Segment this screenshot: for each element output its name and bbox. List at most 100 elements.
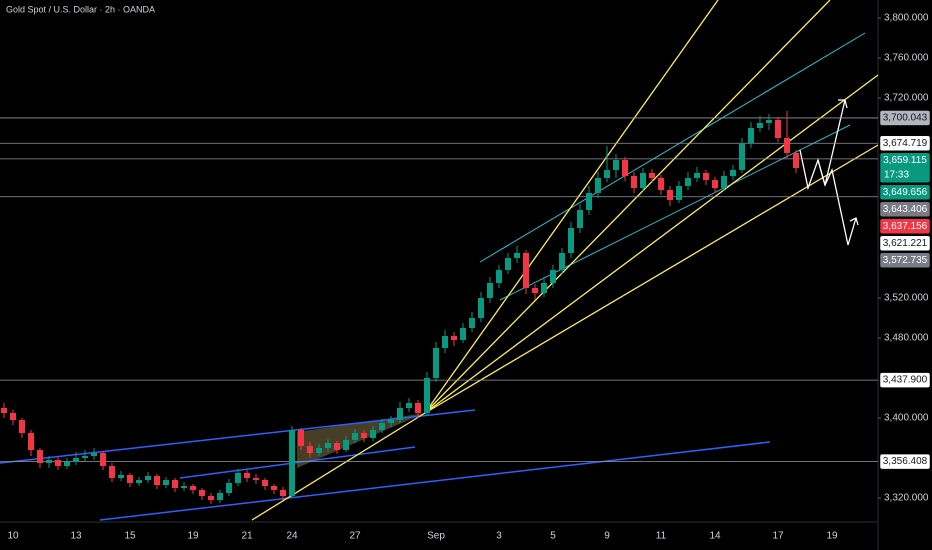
candle-body [181, 486, 187, 488]
x-tick-label: 17 [772, 531, 784, 542]
candle-body [217, 493, 223, 500]
candle-body [496, 270, 502, 283]
candle-body [577, 210, 583, 228]
candle-body [136, 480, 142, 483]
x-tick-label: 5 [550, 531, 556, 542]
price-axis: 3,800.000 3,760.000 3,720.000 3,520.000 3,48… [878, 13, 931, 504]
candle-body [505, 258, 511, 270]
price-label: 3,437.900 [883, 375, 928, 386]
price-label-box [879, 372, 931, 388]
candle-body [253, 478, 259, 480]
price-label-box [879, 184, 931, 201]
candle-body [28, 433, 34, 450]
x-tick-label: 19 [826, 531, 838, 542]
candle-body [487, 283, 493, 298]
candle-body [10, 413, 16, 420]
candle-body [613, 160, 619, 170]
candle-body [64, 462, 70, 466]
candle-body [640, 173, 646, 188]
candle-body [397, 408, 403, 420]
candle-body [154, 476, 160, 485]
x-tick-label: Sep [427, 531, 445, 542]
candle-body [703, 173, 709, 180]
candle-body [109, 466, 115, 478]
candle-body [424, 378, 430, 413]
candle-body [262, 480, 268, 486]
candle-body [388, 420, 394, 423]
arrow-head [838, 99, 848, 109]
candle-body [325, 443, 331, 448]
candle-body [685, 178, 691, 186]
candle-body [478, 298, 484, 318]
candle-body [766, 120, 772, 123]
x-tick-label: 24 [286, 531, 298, 542]
candle-body [73, 458, 79, 462]
candles [1, 111, 799, 504]
candle-body [658, 178, 664, 190]
candle-body [361, 433, 367, 438]
candle-body [235, 473, 241, 483]
candle-body [550, 270, 556, 283]
price-label-box [879, 235, 931, 252]
price-label: 3,637.156 [883, 221, 928, 232]
candle-body [730, 170, 736, 176]
price-label-box [879, 453, 931, 470]
y-tick-label: 3,800.000 [884, 13, 929, 24]
candle-body [208, 496, 214, 500]
candle-body [379, 423, 385, 430]
candle-body [271, 486, 277, 490]
candle-body [226, 483, 232, 493]
candle-body [82, 456, 88, 458]
price-label-box [879, 135, 931, 152]
candle-body [442, 336, 448, 348]
candle-body [199, 490, 205, 496]
y-tick-label: 3,520.000 [884, 293, 929, 304]
candle-body [127, 475, 133, 483]
channel-line [479, 32, 866, 263]
candle-body [343, 440, 349, 450]
candle-body [568, 228, 574, 253]
price-label: 3,659.115 [883, 155, 927, 166]
price-label: 3,674.719 [883, 138, 928, 149]
candle-body [163, 480, 169, 485]
fan-line [424, 0, 831, 414]
candle-body [145, 476, 151, 480]
candle-body [712, 180, 718, 188]
candle-body [541, 283, 547, 293]
candle-body [172, 480, 178, 488]
channel-line [179, 446, 416, 479]
x-tick-label: 3 [496, 531, 502, 542]
candle-body [334, 443, 340, 450]
x-tick-label: 10 [7, 531, 19, 542]
drawings [0, 0, 879, 521]
candle-body [757, 123, 763, 128]
y-tick-label: 3,720.000 [884, 93, 929, 104]
x-tick-label: 11 [656, 531, 667, 542]
arrow-head [849, 217, 859, 226]
candle-body [649, 173, 655, 178]
price-label: 3,621.221 [883, 238, 928, 249]
channel-line [99, 441, 771, 521]
x-tick-label: 14 [709, 531, 721, 542]
y-tick-label: 3,760.000 [884, 53, 929, 64]
candle-body [37, 450, 43, 463]
candle-body [298, 430, 304, 446]
candle-body [523, 253, 529, 288]
price-label-box [879, 110, 931, 126]
price-label: 3,700.043 [883, 113, 928, 124]
candle-body [667, 190, 673, 200]
price-lines [0, 117, 878, 462]
candle-body [91, 453, 97, 456]
x-tick-label: 15 [124, 531, 136, 542]
candle-body [676, 186, 682, 200]
candle-body [532, 288, 538, 293]
candle-body [406, 403, 412, 408]
channel-line [0, 409, 476, 464]
candle-body [514, 253, 520, 258]
candle-body [451, 336, 457, 340]
candle-body [307, 446, 313, 453]
candle-body [793, 153, 799, 168]
x-tick-label: 13 [70, 531, 82, 542]
